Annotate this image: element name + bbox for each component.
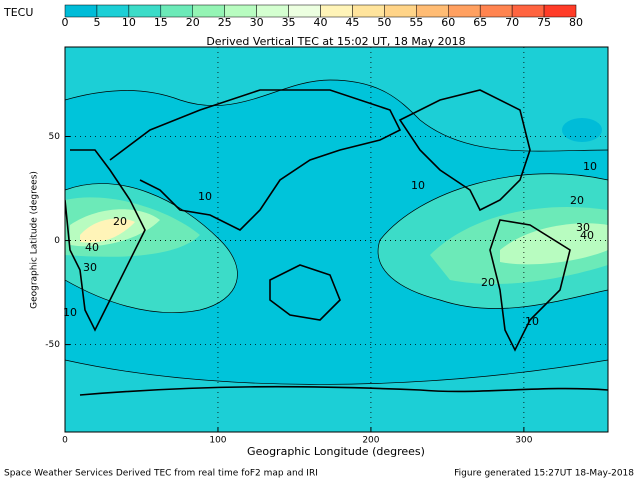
y-axis-label: Geographic Latitude (degrees) [30,171,40,309]
y-tick-label: -50 [45,340,60,350]
contour-band [65,360,608,432]
colorbar-tick-label: 60 [441,16,455,29]
colorbar-tick-label: 20 [186,16,200,29]
x-tick-label: 100 [209,436,226,446]
colorbar-tick-label: 15 [154,16,168,29]
colorbar-swatch [64,4,98,18]
contour-label: 30 [576,221,590,234]
colorbar-tick-label: 70 [505,16,519,29]
footer-right: Figure generated 15:27UT 18-May-2018 [454,469,634,479]
colorbar-tick-label: 25 [218,16,232,29]
y-tick-label: 50 [49,132,61,142]
contour-label: 10 [583,160,597,173]
contour-label: 40 [580,229,594,242]
contour-label: 20 [570,194,584,207]
y-tick-label: 0 [54,236,60,246]
contour-label: 20 [481,276,495,289]
colorbar: 0 5 10 15 20 25 30 35 40 45 50 55 60 65 70 75 80 [62,4,583,29]
colorbar-tick-label: 30 [250,16,264,29]
contour-label: 10 [525,315,539,328]
contour-lines [65,79,608,385]
colorbar-tick-label: 65 [473,16,487,29]
chart-title: Derived Vertical TEC at 15:02 UT, 18 May… [206,35,465,48]
colorbar-tick-label: 35 [282,16,296,29]
colorbar-tick-label: 50 [377,16,391,29]
contour-band [500,223,608,265]
contour-label: 10 [198,190,212,203]
colorbar-swatch [543,4,577,18]
plot-frame [64,46,609,433]
colorbar-tick-label: 55 [409,16,423,29]
colorbar-label: TECU [3,6,33,19]
colorbar-tick-label: 5 [93,16,100,29]
colorbar-tick-label: 75 [537,16,551,29]
contour-label: 40 [85,241,99,254]
colorbar-tick-label: 10 [122,16,136,29]
coastlines [65,89,608,396]
contour-band [562,118,602,142]
x-axis-label: Geographic Longitude (degrees) [247,445,425,458]
x-tick-label: 200 [362,436,379,446]
contour-band [80,218,135,243]
footer-left: Space Weather Services Derived TEC from … [4,469,318,479]
contour-label: 10 [63,306,77,319]
x-tick-label: 0 [62,436,68,446]
colorbar-tick-label: 0 [62,16,69,29]
contour-label: 20 [113,215,127,228]
contour-band [65,47,608,152]
colorbar-tick-label: 40 [314,16,328,29]
contour-label: 10 [411,179,425,192]
map-fill [65,47,608,432]
colorbar-tick-label: 80 [569,16,583,29]
colorbar-tick-label: 45 [345,16,359,29]
contour-label: 30 [83,261,97,274]
x-tick-label: 300 [515,436,532,446]
